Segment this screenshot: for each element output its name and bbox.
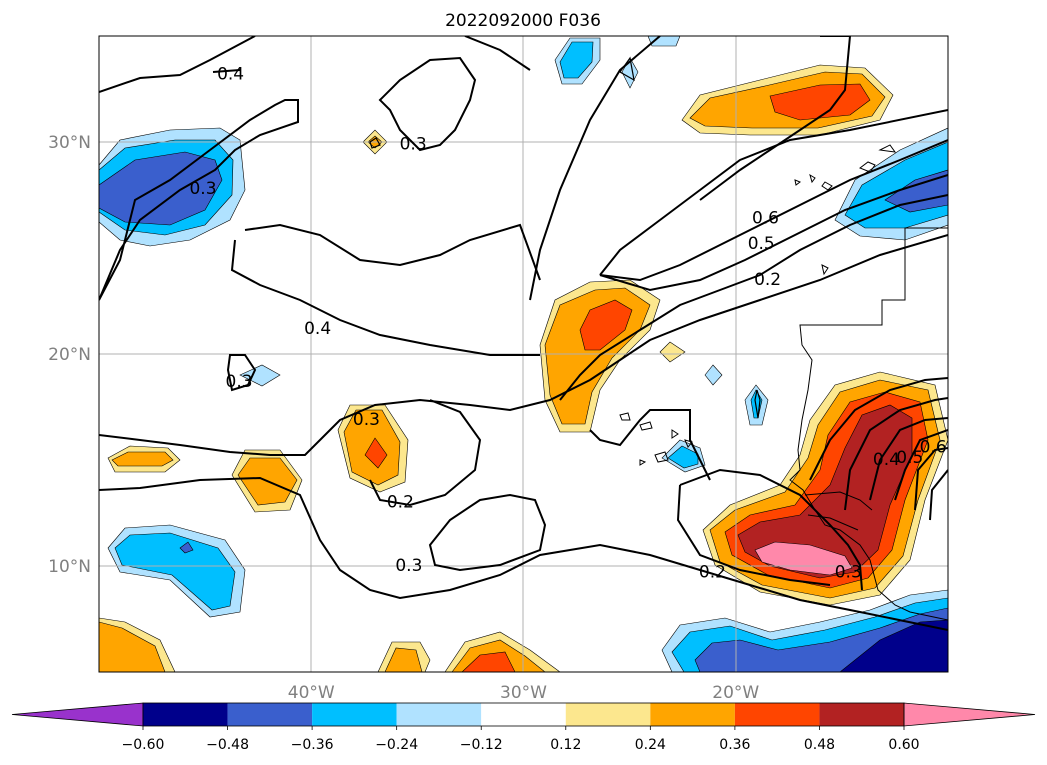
positive-region <box>754 541 853 576</box>
lat-tick-label: 20°N <box>48 345 91 365</box>
contour-label: 0.3 <box>353 410 380 430</box>
map-title: 2022092000 F036 <box>445 11 601 31</box>
negative-region <box>114 532 236 611</box>
positive-region <box>461 651 516 672</box>
longitude-ticks: 40°W 30°W 20°W <box>288 683 760 703</box>
positive-region <box>364 437 388 469</box>
positive-region <box>111 451 174 467</box>
lon-tick-label: 40°W <box>288 683 335 703</box>
contour-lines <box>99 36 948 631</box>
negative-region <box>559 41 594 79</box>
colorbar-segment <box>143 703 228 726</box>
contour-label: 0.2 <box>699 563 726 583</box>
positive-region <box>579 299 633 351</box>
contour-label: 0.2 <box>754 270 781 290</box>
positive-region <box>737 404 913 579</box>
colorbar-segment <box>481 703 566 726</box>
colorbar-segment <box>734 703 820 726</box>
colorbar-tick-label: 0.24 <box>635 737 666 753</box>
colorbar-tick-label: −0.36 <box>291 737 334 753</box>
colorbar-tick-label: −0.12 <box>460 737 503 753</box>
colorbar-extend-high <box>903 702 1036 727</box>
contour-label: 0.3 <box>835 563 862 583</box>
colorbar-tick-label: −0.24 <box>375 737 418 753</box>
contour-label: 0.3 <box>395 556 422 576</box>
colorbar-tick-label: 0.36 <box>719 737 750 753</box>
contour-label: 0.4 <box>304 319 331 339</box>
colorbar-tick-label: −0.48 <box>206 737 249 753</box>
contour-label: 0.6 <box>752 209 779 229</box>
contour-label: 0.5 <box>748 234 775 254</box>
colorbar-tick-label: −0.60 <box>122 737 165 753</box>
positive-region <box>99 621 166 672</box>
shaded-anomalies <box>99 36 948 672</box>
colorbar-segment <box>396 703 482 726</box>
negative-region <box>704 364 723 386</box>
negative-region <box>667 445 699 469</box>
colorbar-segment <box>565 703 651 726</box>
positive-region <box>659 341 686 363</box>
latitude-ticks: 10°N 20°N 30°N <box>48 133 91 577</box>
contour-label: 0.4 <box>217 64 244 84</box>
colorbar-segment <box>227 703 313 726</box>
coastlines <box>619 144 948 621</box>
colorbar-tick-label: 0.48 <box>804 737 835 753</box>
colorbar-extend-low <box>11 702 144 727</box>
contour-label: 0.6 <box>920 438 947 458</box>
negative-region <box>179 541 194 554</box>
contour-label: 0.4 <box>873 450 900 470</box>
contour-label: 0.5 <box>896 448 923 468</box>
colorbar-segment <box>650 703 735 726</box>
lon-tick-label: 30°W <box>500 683 547 703</box>
colorbar-outline <box>142 702 905 727</box>
map-frame <box>98 35 949 673</box>
colorbar-tick-label: 0.12 <box>550 737 581 753</box>
colorbar: −0.60 −0.48 −0.36 −0.24 −0.12 0.12 0.24 0.36 0.4… <box>11 702 1036 753</box>
contour-label: 0.3 <box>189 179 216 199</box>
contour-label: 0.3 <box>400 134 427 154</box>
colorbar-tick-label: 0.60 <box>888 737 919 753</box>
lon-tick-label: 20°W <box>712 683 759 703</box>
plot-area: 0.40.30.30.60.50.20.40.30.30.20.3 0.2 0.30… <box>99 36 948 672</box>
colorbar-segment <box>312 703 397 726</box>
contour-label: 0.3 <box>226 372 253 392</box>
contour-labels: 0.40.30.30.60.50.20.40.30.30.20.3 0.2 0.30… <box>189 64 947 583</box>
positive-region <box>384 647 423 672</box>
contour-label: 0.2 <box>387 493 414 513</box>
lat-tick-label: 30°N <box>48 133 91 153</box>
positive-region <box>769 83 871 121</box>
negative-region <box>839 619 948 672</box>
negative-region <box>99 151 223 226</box>
lat-tick-label: 10°N <box>48 557 91 577</box>
colorbar-segment <box>819 703 904 726</box>
